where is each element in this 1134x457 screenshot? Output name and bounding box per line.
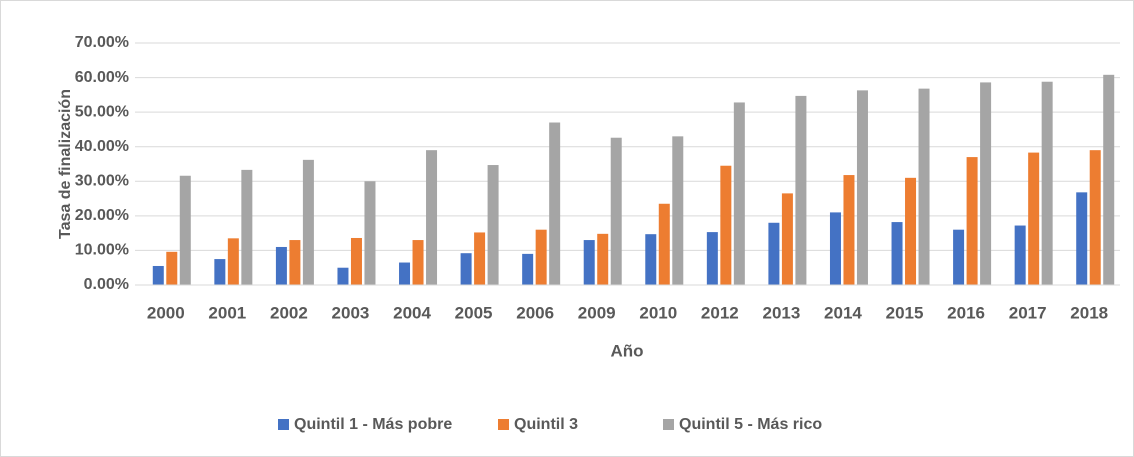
bar (953, 229, 965, 285)
legend-swatch (498, 419, 509, 430)
x-tick-label: 2016 (947, 303, 985, 322)
bar (1028, 152, 1040, 285)
bar (426, 150, 438, 285)
bar (781, 193, 793, 285)
bar (597, 233, 609, 285)
y-tick-label: 70.00% (75, 34, 129, 51)
bar (658, 203, 670, 285)
bar (733, 102, 745, 285)
bar (583, 240, 595, 285)
bar (1041, 81, 1053, 285)
bar (966, 157, 978, 285)
y-tick-label: 10.00% (75, 242, 129, 259)
bar (275, 246, 287, 285)
bar (918, 88, 930, 286)
x-tick-label: 2005 (455, 303, 493, 322)
x-tick-label: 2014 (824, 303, 862, 322)
bar (166, 251, 178, 285)
bar (829, 212, 841, 285)
bar (289, 240, 301, 285)
bar (610, 137, 622, 285)
bar (549, 122, 561, 285)
y-tick-label: 60.00% (75, 69, 129, 86)
x-tick-label: 2006 (516, 303, 554, 322)
bar (795, 95, 807, 285)
bar (460, 253, 472, 285)
bar (1103, 74, 1115, 285)
x-tick-label: 2003 (332, 303, 370, 322)
bar (720, 165, 732, 285)
bar (337, 267, 349, 285)
bar (152, 265, 164, 285)
y-tick-label: 50.00% (75, 103, 129, 120)
x-axis-title: Año (610, 341, 643, 360)
bar (302, 159, 314, 285)
legend-swatch (278, 419, 289, 430)
x-tick-label: 2017 (1009, 303, 1047, 322)
x-tick-label: 2002 (270, 303, 308, 322)
bar (1076, 192, 1088, 285)
bar (706, 232, 718, 285)
bar (227, 238, 239, 285)
legend-label: Quintil 1 - Más pobre (294, 416, 452, 433)
bar (364, 181, 376, 285)
bar (856, 90, 868, 285)
bar (672, 136, 684, 285)
bar (350, 237, 362, 285)
bar (214, 259, 226, 285)
bar (412, 240, 424, 285)
bar (241, 169, 253, 285)
bar (487, 165, 499, 285)
bar (843, 175, 855, 285)
x-tick-label: 2010 (639, 303, 677, 322)
legend-label: Quintil 5 - Más rico (679, 416, 822, 433)
x-tick-label: 2015 (886, 303, 924, 322)
x-tick-label: 2000 (147, 303, 185, 322)
bar (399, 262, 411, 285)
y-tick-label: 30.00% (75, 173, 129, 190)
bar (980, 82, 992, 285)
bar (645, 234, 657, 285)
bar (1089, 150, 1101, 285)
bar (179, 175, 191, 285)
bar (1014, 225, 1026, 285)
bar (768, 222, 780, 285)
legend-swatch (663, 419, 674, 430)
y-tick-label: 40.00% (75, 138, 129, 155)
x-tick-label: 2013 (762, 303, 800, 322)
x-tick-label: 2004 (393, 303, 431, 322)
bar (535, 229, 547, 285)
x-tick-label: 2018 (1070, 303, 1108, 322)
x-tick-label: 2009 (578, 303, 616, 322)
y-tick-label: 0.00% (84, 276, 129, 293)
y-axis-title: Tasa de finalización (57, 89, 74, 239)
x-tick-label: 2001 (208, 303, 246, 322)
bar (474, 232, 486, 285)
x-tick-label: 2012 (701, 303, 739, 322)
legend-label: Quintil 3 (514, 416, 578, 433)
bar (522, 253, 534, 285)
bar (891, 222, 903, 285)
y-tick-label: 20.00% (75, 207, 129, 224)
bar (905, 177, 917, 285)
